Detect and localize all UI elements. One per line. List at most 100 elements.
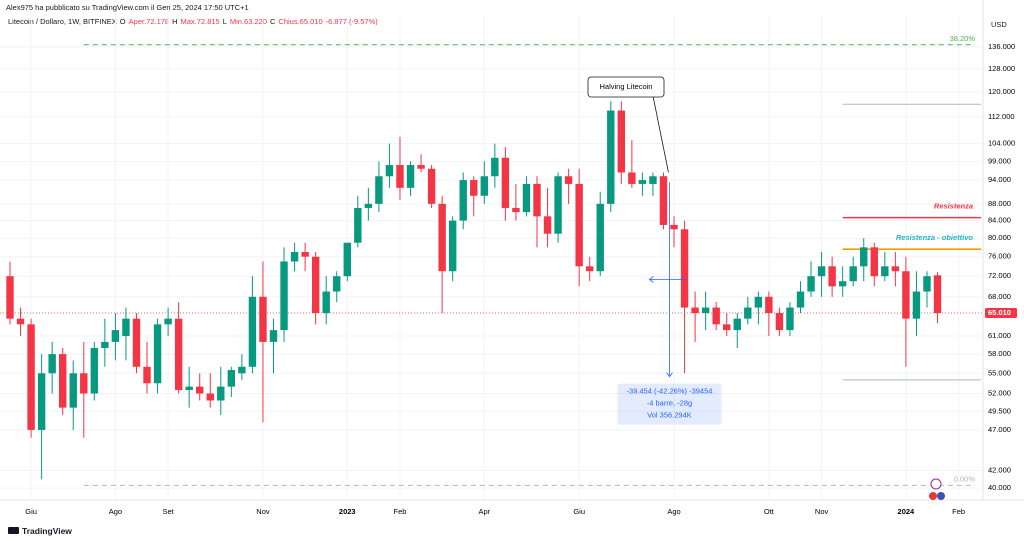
candle-body <box>16 318 25 325</box>
candle-body <box>533 183 541 217</box>
measure-arrowhead <box>666 372 673 378</box>
fib-label: 38.20% <box>950 34 976 43</box>
candle-body <box>37 373 46 430</box>
candle-body <box>638 180 647 184</box>
candle-body <box>132 318 141 367</box>
candle-body <box>817 266 826 277</box>
candle-body <box>596 203 604 272</box>
candle-body <box>311 256 320 314</box>
candle-body <box>343 242 351 277</box>
candle-body <box>607 110 615 204</box>
candle-body <box>259 296 267 342</box>
candle-body <box>543 216 552 234</box>
header-field: H <box>172 17 178 26</box>
candle-body <box>765 296 773 314</box>
measure-label: Vol 356.294K <box>647 411 692 420</box>
header-field: Aper.72.178 <box>128 17 170 26</box>
measure-box <box>617 383 722 425</box>
candle-body <box>775 313 784 331</box>
candle-body <box>649 176 657 184</box>
candle-body <box>575 183 583 267</box>
candle-body <box>438 203 446 272</box>
symbol: Litecoin / Dollaro, 1W, BITFINEX <box>8 17 117 26</box>
logo-icon <box>8 527 19 534</box>
header-field: C <box>270 17 276 26</box>
x-tick-label: Feb <box>952 507 965 516</box>
currency: USD <box>991 20 1007 29</box>
candle-body <box>27 324 35 430</box>
candle-body <box>923 276 931 292</box>
candle-body <box>723 324 731 331</box>
y-tick-label: 104.000 <box>988 139 1015 148</box>
x-tick-label: Nov <box>256 507 270 516</box>
candle-body <box>617 110 626 173</box>
fib-label: 0.00% <box>954 474 976 483</box>
candle-body <box>396 165 404 188</box>
candle-body <box>881 266 889 277</box>
y-tick-label: 47.000 <box>988 425 1011 434</box>
candle-body <box>48 354 56 374</box>
candle-body <box>364 203 373 208</box>
x-tick-label: Set <box>162 507 174 516</box>
header-field: L <box>222 17 227 26</box>
y-tick-label: 61.000 <box>988 331 1011 340</box>
candle-body <box>238 366 246 374</box>
y-tick-label: 40.000 <box>988 483 1011 492</box>
candle-body <box>354 207 362 243</box>
candle-body <box>406 165 415 188</box>
x-tick-label: Ott <box>764 507 775 516</box>
x-tick-label: Giu <box>573 507 585 516</box>
y-tick-label: 128.000 <box>988 64 1015 73</box>
last-price-tag <box>985 308 1017 319</box>
candle-body <box>796 291 805 308</box>
candle-body <box>786 307 794 331</box>
y-tick-label: 76.000 <box>988 252 1011 261</box>
candle-body <box>101 341 109 348</box>
x-tick-label: Nov <box>815 507 829 516</box>
candle-body <box>59 354 67 408</box>
candle-body <box>701 307 710 314</box>
candle-body <box>448 220 457 272</box>
callout-label: Halving Litecoin <box>600 82 653 91</box>
candle-body <box>470 180 478 196</box>
candle-body <box>733 318 741 331</box>
header-field: Max.72.815 <box>180 17 220 26</box>
candle-body <box>554 176 562 234</box>
x-tick-label: 2023 <box>339 507 356 516</box>
candle-body <box>870 247 878 277</box>
candle-body <box>385 165 394 177</box>
candle-body <box>80 373 88 394</box>
candle-body <box>227 370 236 387</box>
x-tick-label: Feb <box>394 507 407 516</box>
measure-label: -39.454 (-42.26%) -39454 <box>627 387 713 396</box>
candle-body <box>196 386 204 394</box>
measure-arrowhead <box>648 276 654 283</box>
candle-body <box>522 183 531 213</box>
event-icon <box>929 492 937 500</box>
level-label: Resistenza - obiettivo <box>896 233 974 242</box>
y-tick-label: 52.000 <box>988 388 1011 397</box>
candle-body <box>217 386 225 401</box>
candle-body <box>427 168 436 204</box>
candle-body <box>333 276 341 292</box>
candle-body <box>290 251 299 262</box>
callout-box <box>587 76 665 98</box>
candle-body <box>143 366 151 384</box>
candle-body <box>860 247 868 267</box>
candle-body <box>691 307 699 314</box>
x-tick-label: 2024 <box>898 507 916 516</box>
candle-body <box>670 224 678 230</box>
y-tick-label: 72.000 <box>988 271 1011 280</box>
candle-body <box>248 296 257 367</box>
header-field: Min.63.220 <box>229 17 267 26</box>
candle-body <box>69 373 77 408</box>
candle-body <box>933 275 942 314</box>
brand: TradingView <box>22 526 72 536</box>
y-tick-label: 58.000 <box>988 349 1011 358</box>
y-tick-label: 49.500 <box>988 406 1011 415</box>
symbol-header: Litecoin / Dollaro, 1W, BITFINEX O Aper.72… <box>8 17 381 26</box>
y-tick-label: 55.000 <box>988 368 1011 377</box>
candle-body <box>838 281 847 287</box>
